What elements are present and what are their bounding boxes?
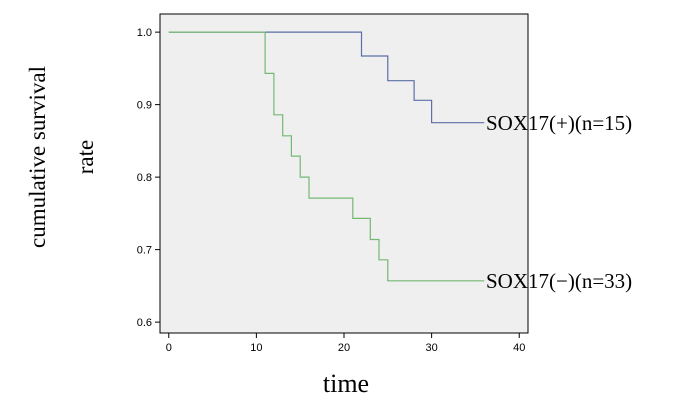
y-tick-label: 0.9	[137, 100, 152, 112]
x-axis-title: time	[323, 369, 369, 398]
x-tick-label: 40	[513, 342, 525, 354]
y-tick-label: 0.7	[137, 245, 152, 257]
x-tick-label: 10	[250, 342, 262, 354]
y-axis-title-line-2: rate	[73, 140, 98, 174]
plot-area	[159, 13, 529, 334]
y-tick-label: 0.6	[137, 317, 152, 329]
series-label-1: SOX17(+)(n=15)	[486, 111, 632, 135]
series-layer: SOX17(+)(n=15) SOX17(−)(n=33)	[168, 31, 632, 293]
x-tick-label: 0	[166, 342, 172, 354]
series-line-1	[168, 31, 485, 124]
y-tick-label: 1.0	[137, 27, 152, 39]
series-line-2	[168, 31, 485, 282]
y-axis: 0.6 0.7 0.8 0.9 1.0	[137, 27, 160, 329]
y-axis-title-line-1: cumulative survival	[25, 66, 50, 248]
x-tick-label: 30	[425, 342, 437, 354]
series-label-2: SOX17(−)(n=33)	[486, 269, 632, 293]
y-tick-label: 0.8	[137, 172, 152, 184]
x-tick-label: 20	[338, 342, 350, 354]
x-axis: 0 10 20 30 40	[166, 333, 525, 354]
